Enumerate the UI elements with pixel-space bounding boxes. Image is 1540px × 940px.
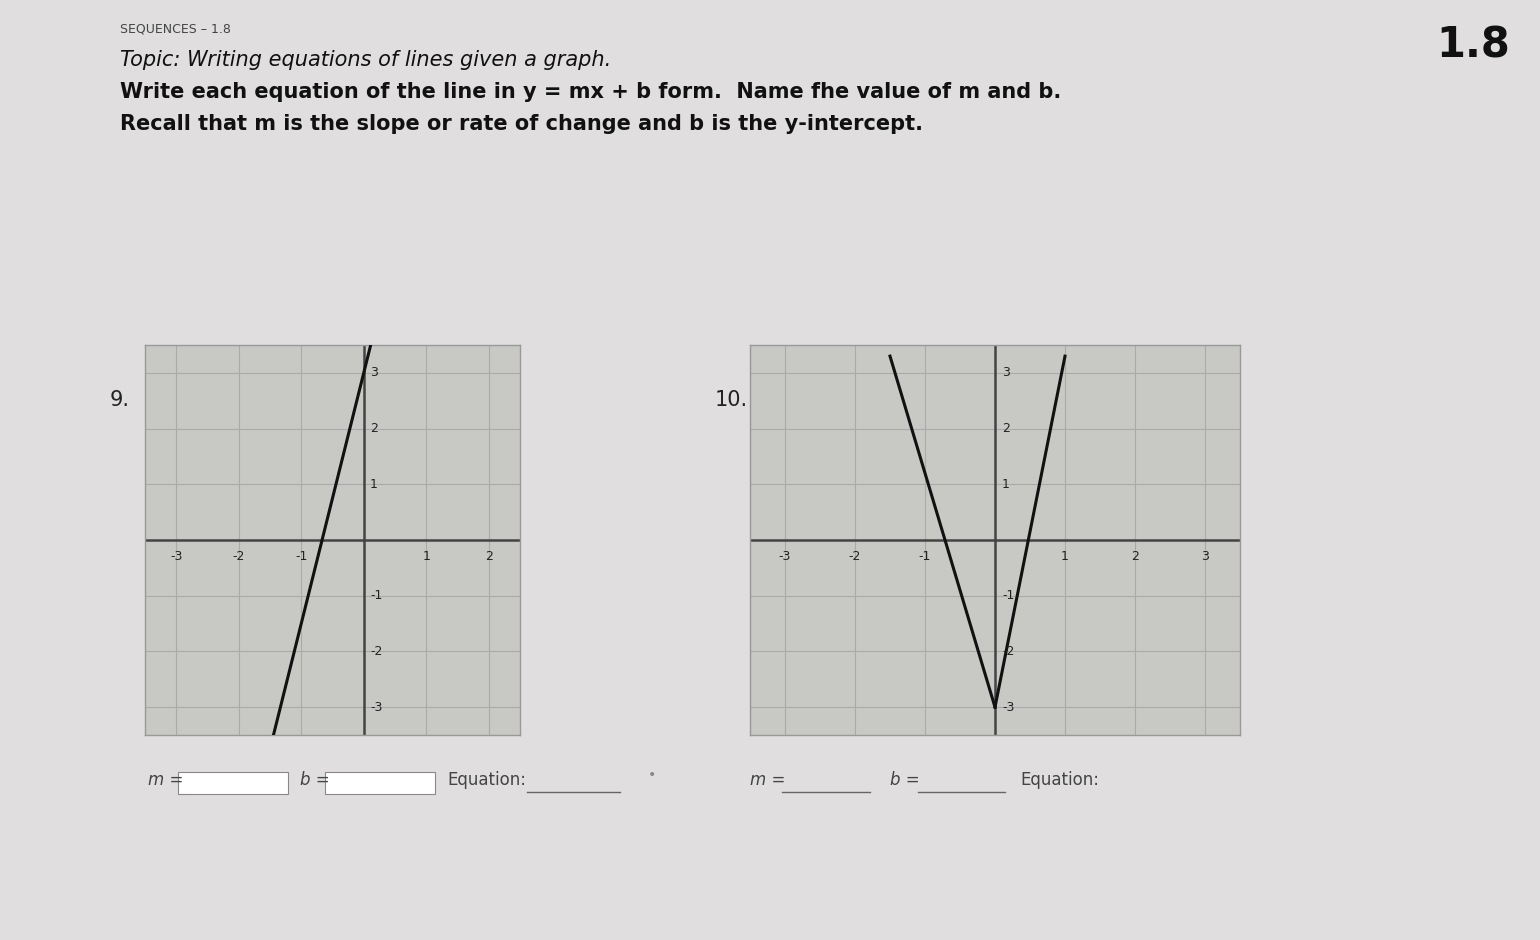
Text: -1: -1 <box>296 550 308 563</box>
Text: 1: 1 <box>370 478 377 491</box>
Text: b =: b = <box>890 771 919 789</box>
Text: 10.: 10. <box>715 390 748 410</box>
Text: -3: -3 <box>169 550 182 563</box>
Text: -3: -3 <box>1003 700 1015 713</box>
Text: •: • <box>648 768 656 782</box>
Text: 3: 3 <box>1201 550 1209 563</box>
Text: -1: -1 <box>1003 589 1015 603</box>
Text: -2: -2 <box>233 550 245 563</box>
Text: 9.: 9. <box>109 390 129 410</box>
Text: 3: 3 <box>370 367 377 380</box>
Text: 1: 1 <box>1003 478 1010 491</box>
Text: Recall that m is the slope or rate of change and b is the y-intercept.: Recall that m is the slope or rate of ch… <box>120 114 922 134</box>
Text: -3: -3 <box>779 550 792 563</box>
Text: 1: 1 <box>1061 550 1069 563</box>
Text: b =: b = <box>300 771 330 789</box>
Text: 2: 2 <box>370 422 377 435</box>
Text: m =: m = <box>148 771 183 789</box>
Text: 3: 3 <box>1003 367 1010 380</box>
Text: Equation:: Equation: <box>1019 771 1100 789</box>
Text: 2: 2 <box>1130 550 1140 563</box>
Text: m =: m = <box>750 771 785 789</box>
Text: -3: -3 <box>370 700 382 713</box>
Text: 1: 1 <box>422 550 430 563</box>
Text: 2: 2 <box>485 550 493 563</box>
Text: -2: -2 <box>370 645 382 658</box>
Text: Equation:: Equation: <box>447 771 527 789</box>
Text: -1: -1 <box>370 589 382 603</box>
Text: Topic: Writing equations of lines given a graph.: Topic: Writing equations of lines given … <box>120 50 611 70</box>
Text: -2: -2 <box>849 550 861 563</box>
Text: 1.8: 1.8 <box>1437 25 1511 67</box>
Text: SEQUENCES – 1.8: SEQUENCES – 1.8 <box>120 22 231 35</box>
Text: 2: 2 <box>1003 422 1010 435</box>
Bar <box>325 772 434 794</box>
Text: -1: -1 <box>919 550 932 563</box>
Bar <box>179 772 288 794</box>
Text: -2: -2 <box>1003 645 1015 658</box>
Text: Write each equation of the line in y = mx + b form.  Name fhe value of m and b.: Write each equation of the line in y = m… <box>120 82 1061 102</box>
